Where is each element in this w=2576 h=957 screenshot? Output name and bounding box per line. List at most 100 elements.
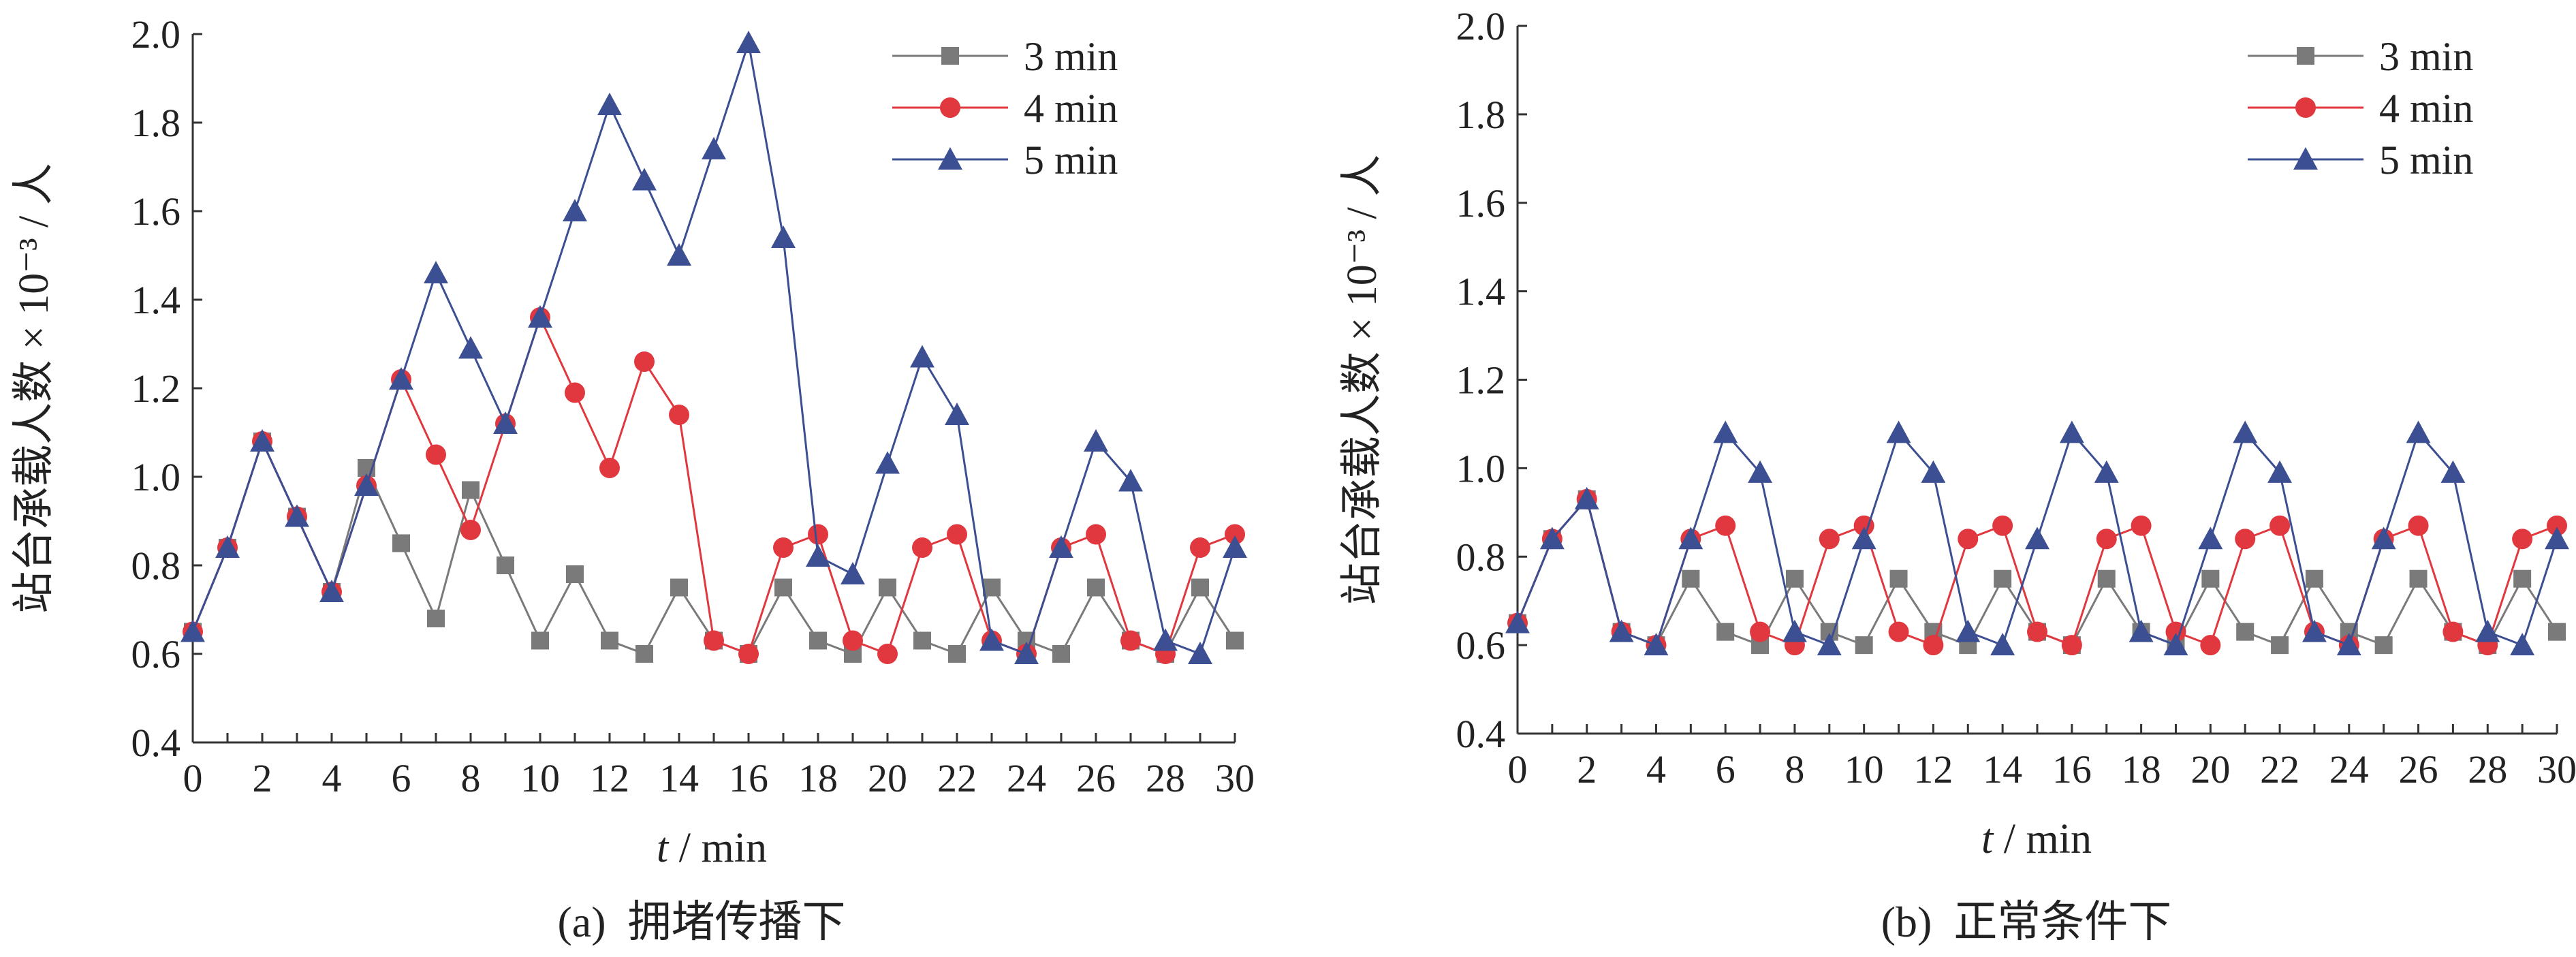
legend-label: 5 min <box>2379 138 2473 183</box>
data-point <box>808 524 828 545</box>
data-point <box>426 444 446 465</box>
x-axis-title: t / min <box>1981 816 2092 862</box>
y-tick-label: 1.6 <box>1456 181 1506 225</box>
y-tick-label: 1.4 <box>1456 270 1506 314</box>
data-point <box>879 578 896 597</box>
x-tick-label: 20 <box>868 756 907 800</box>
series-3-min <box>184 433 1244 663</box>
x-tick-label: 26 <box>1076 756 1116 800</box>
data-point <box>601 631 618 650</box>
data-point <box>2271 636 2289 655</box>
data-point <box>773 537 794 558</box>
legend-label: 3 min <box>1024 34 1118 79</box>
chart-b-normal: 0.40.60.81.01.21.41.61.82.00 2 4 6 8 10 12 14 16… <box>1339 4 2576 862</box>
y-tick-label: 1.8 <box>131 101 181 145</box>
y-tick-label: 0.4 <box>131 721 181 765</box>
caption-a: (a) 拥堵传播下 <box>557 898 845 946</box>
x-tick-label: 28 <box>2468 747 2507 791</box>
data-point <box>1955 619 1981 642</box>
data-point <box>2409 569 2428 588</box>
chart-a-congestion: 0.40.60.81.01.21.41.61.82.00 2 4 6 8 10 12 14 16… <box>11 12 1255 871</box>
legend-marker <box>2293 147 2318 170</box>
data-point <box>2374 636 2393 655</box>
x-tick-label: 14 <box>659 756 699 800</box>
x-tick-label: 2 <box>1577 747 1597 791</box>
x-tick-label: 22 <box>2260 747 2299 791</box>
data-point <box>806 544 830 567</box>
data-point <box>1191 578 1209 597</box>
x-tick-label: 22 <box>937 756 977 800</box>
x-tick-label: 12 <box>590 756 629 800</box>
data-point <box>2198 527 2223 550</box>
x-tick-label: 6 <box>1716 747 1735 791</box>
x-tick-label: 20 <box>2190 747 2230 791</box>
y-tick-label: 1.4 <box>131 278 181 322</box>
data-point <box>704 630 724 651</box>
y-tick-label: 1.0 <box>131 455 181 499</box>
data-point <box>2510 633 2535 656</box>
data-point <box>1539 527 1565 550</box>
data-point <box>2547 515 2567 536</box>
data-point <box>947 524 967 545</box>
data-point <box>1225 524 1245 545</box>
data-point <box>497 556 514 574</box>
data-point <box>1921 460 1946 483</box>
data-point <box>1889 569 1908 588</box>
legend: 3 min 4 min 5 min <box>892 34 1118 183</box>
data-point <box>2336 633 2361 656</box>
series-line <box>191 314 1236 655</box>
data-point <box>2097 569 2116 588</box>
x-tick-label: 0 <box>183 756 203 800</box>
data-point <box>2236 623 2255 641</box>
data-point <box>2200 635 2221 656</box>
data-point <box>1923 635 1944 656</box>
y-tick-label: 1.8 <box>1456 93 1506 137</box>
x-tick-label: 24 <box>1007 756 1046 800</box>
data-point <box>2475 619 2500 642</box>
legend-marker <box>2295 97 2316 118</box>
data-point <box>979 628 1004 651</box>
data-point <box>563 199 587 221</box>
x-tick-label: 18 <box>798 756 838 800</box>
data-point <box>910 345 934 368</box>
legend: 3 min 4 min 5 min <box>2248 34 2473 183</box>
legend-label: 4 min <box>1024 86 1118 131</box>
data-point <box>180 619 205 642</box>
data-point <box>597 93 622 115</box>
data-point <box>1748 460 1773 483</box>
data-point <box>1994 569 2012 588</box>
data-point <box>669 405 689 425</box>
data-point <box>2512 529 2533 550</box>
data-point <box>2131 515 2152 536</box>
data-point <box>493 411 518 434</box>
data-point <box>841 562 865 584</box>
series-5-min <box>1505 420 2569 656</box>
data-point <box>913 631 931 650</box>
data-point <box>1958 529 1979 550</box>
data-point <box>460 520 481 540</box>
y-tick-label: 1.0 <box>1456 446 1506 490</box>
data-point <box>392 534 410 552</box>
data-point <box>2548 623 2566 641</box>
data-point <box>2129 619 2154 642</box>
data-point <box>1682 569 1700 588</box>
data-point <box>1226 631 1244 650</box>
data-point <box>632 168 657 191</box>
data-point <box>1014 642 1039 664</box>
data-point <box>702 137 726 159</box>
legend-label: 3 min <box>2379 34 2473 79</box>
data-point <box>1574 486 1599 509</box>
data-point <box>215 535 240 558</box>
data-point <box>354 473 379 496</box>
data-point <box>1750 621 1771 642</box>
data-point <box>2408 515 2429 536</box>
data-point <box>774 578 792 597</box>
data-point <box>2027 621 2047 642</box>
data-point <box>2305 569 2323 588</box>
y-tick-label: 0.6 <box>131 632 181 676</box>
x-axis-title-variable: t <box>1981 816 1994 862</box>
legend-marker <box>940 97 960 118</box>
data-point <box>319 580 344 602</box>
data-point <box>1715 515 1736 536</box>
x-tick-label: 26 <box>2399 747 2438 791</box>
